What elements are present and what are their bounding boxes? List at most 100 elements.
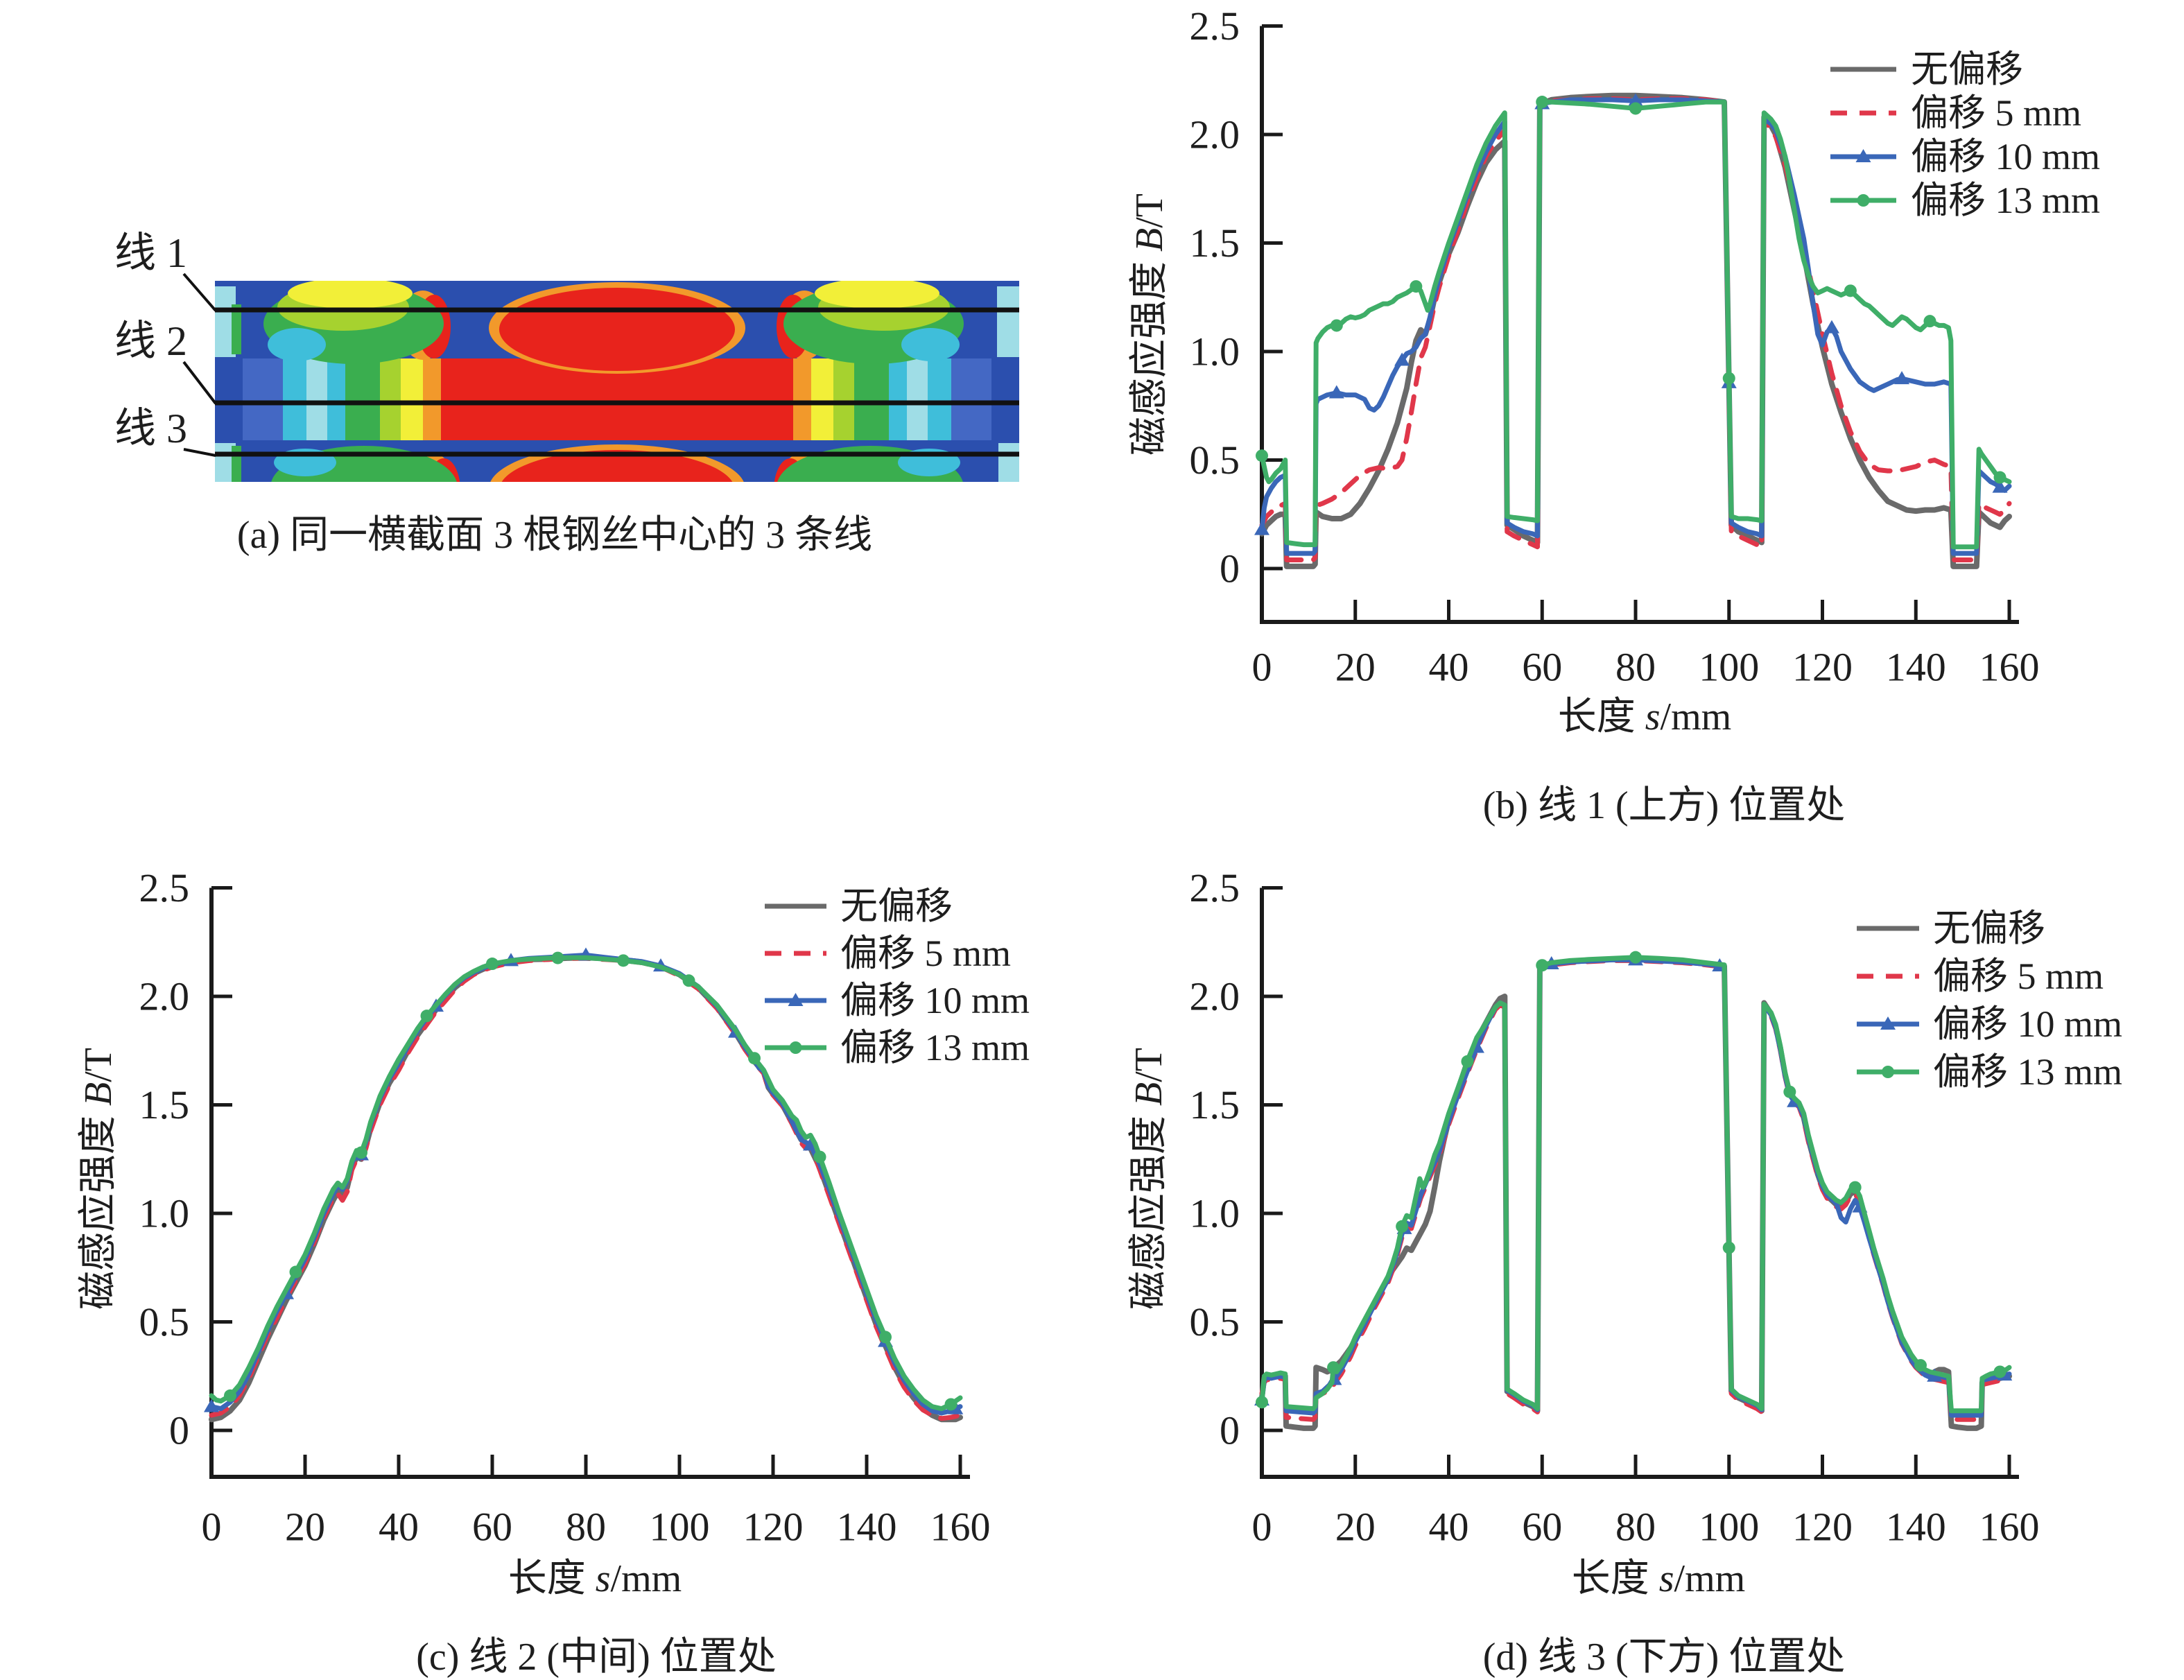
y-axis-label: 磁感应强度 B/T <box>77 1048 120 1310</box>
chart-b: 0 0.5 1.0 1.5 2.0 2.5 0 20 40 60 80 100 120 140 160 长度 … <box>1128 3 2100 738</box>
x-tick-label: 140 <box>1886 645 1946 690</box>
legend-item-none: 无偏移 <box>1830 49 2023 90</box>
x-tick-label: 140 <box>837 1505 897 1550</box>
axis-lines <box>1260 26 2019 624</box>
x-tick-label: 40 <box>379 1505 419 1550</box>
x-tick-label: 20 <box>1335 645 1376 690</box>
x-tick-label: 80 <box>1615 645 1656 690</box>
circle-marker <box>1330 319 1343 332</box>
triangle-marker <box>204 1398 219 1412</box>
panel-a: 线 1 线 2 线 3 (a) 同一横截面 3 根钢丝中心的 3 条线 <box>114 230 1019 557</box>
circle-marker <box>1536 959 1549 972</box>
y-axis-label: 磁感应强度 B/T <box>1128 193 1171 456</box>
y-tick-label: 2.5 <box>1190 3 1240 49</box>
circle-marker <box>420 1010 433 1023</box>
circle-marker <box>1256 1396 1268 1409</box>
series-d13-line <box>1259 99 2012 550</box>
legend-label: 偏移 13 mm <box>1933 1051 2122 1093</box>
circle-marker <box>289 1265 302 1279</box>
triangle-marker <box>1628 93 1643 107</box>
circle-marker <box>1848 1181 1862 1194</box>
legend-triangle-marker <box>1880 1016 1896 1030</box>
x-tick-label: 120 <box>1792 1505 1853 1550</box>
legend-item-d13: 偏移 13 mm <box>1830 180 2100 221</box>
triangle-marker <box>1394 352 1410 366</box>
legend-label: 无偏移 <box>840 885 953 927</box>
x-tick-label: 60 <box>472 1505 512 1550</box>
circle-marker <box>1914 1359 1927 1372</box>
legend-item-d10: 偏移 10 mm <box>1857 1003 2122 1045</box>
heatmap-image <box>215 281 1019 482</box>
y-tick-label: 1.5 <box>1190 1082 1240 1127</box>
legend-triangle-marker <box>1855 149 1871 162</box>
x-tick-label: 160 <box>930 1505 991 1550</box>
x-tick-label: 80 <box>566 1505 606 1550</box>
y-tick-label: 1.5 <box>139 1082 190 1127</box>
circle-marker <box>1256 449 1268 462</box>
heatmap-top-band <box>215 281 1019 374</box>
legend-label: 偏移 10 mm <box>1933 1003 2122 1045</box>
series-d13-markers <box>1256 96 2007 484</box>
y-tick-label: 2.5 <box>1190 865 1240 910</box>
series-d13-markers <box>1256 951 2007 1409</box>
triangle-marker <box>1254 521 1269 535</box>
triangle-marker <box>1894 371 1910 385</box>
x-tick-label: 0 <box>1252 645 1272 690</box>
x-tick-label: 0 <box>1252 1505 1272 1550</box>
triangle-marker <box>1992 479 2008 493</box>
y-ticks: 0 0.5 1.0 1.5 2.0 2.5 <box>1190 865 1283 1453</box>
circle-marker <box>1993 471 2007 484</box>
legend-item-d13: 偏移 13 mm <box>1857 1051 2122 1093</box>
axes <box>1260 26 2019 624</box>
x-tick-label: 100 <box>1699 1505 1759 1550</box>
series-d5-line <box>1259 958 2012 1422</box>
triangle-marker <box>1328 385 1344 399</box>
line3-label: 线 3 <box>114 406 187 451</box>
circle-marker <box>551 951 564 964</box>
circle-marker <box>1327 1361 1340 1374</box>
y-tick-label: 1.5 <box>1190 220 1240 266</box>
x-tick-label: 120 <box>1792 645 1853 690</box>
circle-marker <box>1396 1220 1409 1233</box>
y-tick-label: 0.5 <box>1190 1299 1240 1344</box>
circle-marker <box>1783 1085 1796 1098</box>
x-tick-label: 60 <box>1522 645 1562 690</box>
y-tick-label: 0 <box>1220 1408 1240 1453</box>
y-tick-label: 2.0 <box>139 974 190 1019</box>
legend-circle-marker <box>1857 194 1870 207</box>
legend-circle-marker <box>789 1041 802 1054</box>
circle-marker <box>1629 102 1642 115</box>
legend-item-d5: 偏移 5 mm <box>765 933 1011 974</box>
heatmap-middle-band <box>243 358 991 440</box>
x-ticks: 0 20 40 60 80 100 120 140 160 <box>1252 1455 2040 1550</box>
x-ticks: 0 20 40 60 80 100 120 140 160 <box>1252 600 2040 690</box>
legend-label: 偏移 13 mm <box>1911 180 2100 221</box>
axis-lines <box>209 887 970 1479</box>
y-tick-label: 2.5 <box>139 865 190 910</box>
y-ticks: 0 0.5 1.0 1.5 2.0 2.5 <box>1190 3 1283 591</box>
legend-item-d5: 偏移 5 mm <box>1830 92 2081 134</box>
legend-label: 偏移 5 mm <box>840 933 1011 974</box>
circle-marker <box>224 1389 236 1402</box>
legend-label: 偏移 5 mm <box>1911 92 2081 134</box>
legend-item-d10: 偏移 10 mm <box>765 980 1030 1021</box>
x-tick-label: 100 <box>650 1505 710 1550</box>
x-axis-label: 长度 s/mm <box>1572 1557 1745 1600</box>
circle-marker <box>1722 372 1735 385</box>
circle-marker <box>682 974 695 987</box>
series-d5-line <box>1259 96 2012 562</box>
y-tick-label: 1.0 <box>139 1191 190 1236</box>
x-tick-label: 40 <box>1429 645 1469 690</box>
y-axis-label: 磁感应强度 B/T <box>1127 1048 1170 1310</box>
legend-label: 偏移 10 mm <box>840 980 1030 1021</box>
legend-label: 偏移 5 mm <box>1933 955 2104 997</box>
series-d10-line <box>1259 957 2012 1418</box>
series-d10-line <box>209 953 963 1416</box>
circle-marker <box>1993 1365 2007 1378</box>
caption-c: (c) 线 2 (中间) 位置处 <box>416 1636 776 1679</box>
series-none-line <box>1259 956 2012 1431</box>
